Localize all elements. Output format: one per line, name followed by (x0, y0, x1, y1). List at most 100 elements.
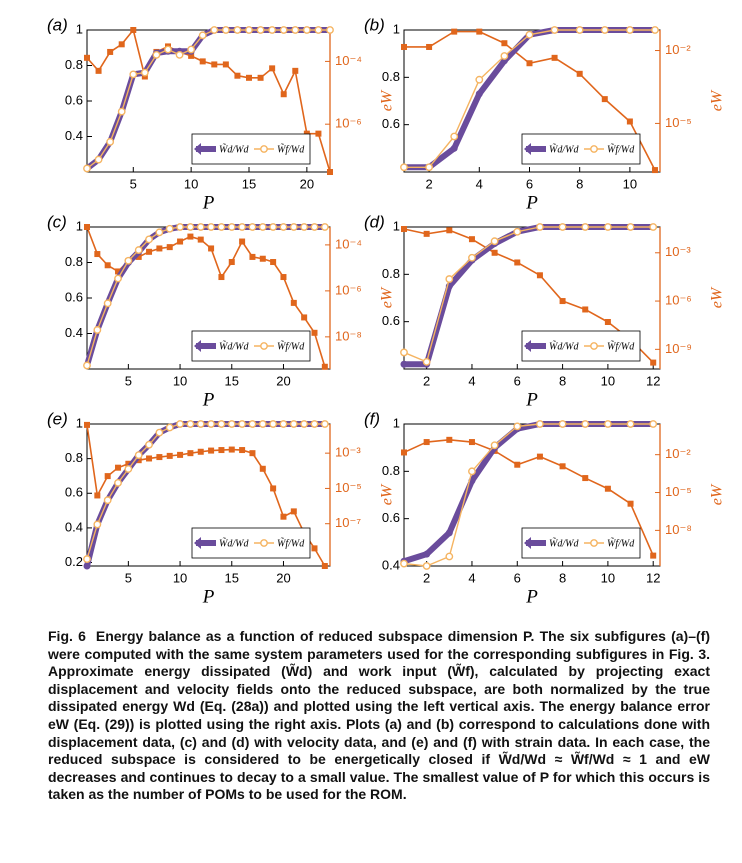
point-dot (400, 360, 408, 368)
legend-label: W̃f/Wd (277, 340, 305, 353)
point-square (280, 91, 287, 98)
point-circle (176, 420, 184, 428)
point-circle (445, 275, 454, 283)
point-circle (198, 31, 207, 40)
point-square (451, 28, 458, 35)
point-square (222, 61, 229, 68)
point-square (166, 244, 173, 251)
y-tick-label: 0.8 (65, 450, 83, 465)
series-line (86, 29, 331, 173)
point-square (187, 450, 194, 457)
y2-tick-label: 10⁻⁶ (335, 282, 362, 297)
y-tick-label: 0.6 (65, 92, 83, 107)
point-circle (196, 223, 205, 231)
legend-marker (590, 539, 598, 547)
y-tick-label: 1 (76, 415, 83, 430)
point-square (526, 60, 533, 67)
legend-label: W̃f/Wd (277, 143, 305, 156)
y-tick-label: 0.4 (65, 519, 83, 534)
y-tick-label: 0.8 (382, 463, 400, 478)
point-circle (326, 26, 334, 34)
point-circle (268, 26, 277, 34)
y-tick-label: 0.4 (382, 557, 400, 572)
point-circle (400, 163, 408, 172)
point-square (401, 43, 407, 50)
x-tick-label: 10 (601, 570, 615, 585)
point-dot (450, 144, 458, 152)
point-circle (227, 223, 236, 231)
point-circle (581, 420, 590, 428)
plot-area (400, 420, 658, 570)
y-tick-label: 1 (76, 218, 83, 233)
point-circle (400, 559, 408, 568)
point-circle (207, 420, 215, 428)
y-tick-label: 0.6 (382, 116, 400, 131)
y2-axis-label: eW (379, 286, 396, 308)
plot-area (400, 26, 659, 174)
y-tick-label: 1 (393, 415, 400, 430)
legend-label: W̃f/Wd (607, 143, 635, 156)
x-tick-label: 5 (125, 373, 132, 388)
point-square (582, 475, 589, 482)
legend-arrow (194, 537, 201, 549)
point-square (551, 54, 558, 61)
point-square (401, 449, 407, 456)
point-square (135, 253, 142, 260)
plot-area (83, 420, 329, 570)
point-circle (513, 422, 522, 431)
point-square (84, 54, 90, 61)
series-line (403, 228, 654, 364)
panel-label: (c) (47, 212, 67, 231)
x-tick-label: 15 (225, 570, 239, 585)
point-circle (165, 224, 174, 233)
point-circle (300, 223, 309, 231)
point-circle (155, 228, 164, 237)
point-circle (176, 223, 184, 231)
point-circle (320, 420, 329, 428)
point-square (239, 238, 246, 245)
point-circle (500, 52, 509, 60)
point-square (559, 463, 566, 470)
point-square (311, 545, 318, 552)
x-tick-label: 6 (514, 570, 521, 585)
y2-tick-label: 10⁻⁵ (335, 480, 362, 495)
y-tick-label: 0.6 (65, 289, 83, 304)
legend-arrow (194, 143, 201, 155)
x-tick-label: 2 (423, 373, 430, 388)
point-circle (536, 420, 544, 428)
y2-tick-label: 10⁻⁶ (335, 116, 362, 131)
point-square (118, 41, 125, 48)
y-tick-label: 1 (393, 218, 400, 233)
point-circle (425, 163, 433, 172)
point-square (280, 274, 287, 281)
point-square (211, 61, 218, 68)
point-circle (490, 441, 499, 450)
plot-area (83, 26, 334, 175)
y-tick-label: 0.6 (382, 313, 400, 328)
x-tick-label: 10 (601, 373, 615, 388)
legend-marker (590, 342, 598, 350)
point-square (177, 238, 184, 245)
legend-label: W̃d/Wd (549, 537, 579, 550)
point-circle (320, 223, 329, 231)
point-circle (279, 26, 288, 34)
point-circle (187, 45, 196, 54)
point-square (536, 272, 543, 279)
panel-label: (d) (364, 212, 385, 231)
point-circle (649, 420, 658, 428)
x-tick-label: 4 (476, 176, 483, 191)
point-square (426, 43, 433, 50)
x-tick-label: 10 (173, 373, 187, 388)
point-circle (145, 440, 153, 449)
point-square (208, 447, 215, 454)
point-square (146, 248, 153, 255)
point-circle (83, 164, 91, 173)
y-tick-label: 0.8 (382, 266, 400, 281)
point-circle (207, 223, 215, 231)
y2-axis-label: eW (709, 286, 726, 308)
point-circle (155, 428, 164, 437)
point-circle (217, 420, 226, 428)
point-circle (227, 420, 236, 428)
y-tick-label: 1 (76, 21, 83, 36)
point-circle (210, 26, 219, 34)
